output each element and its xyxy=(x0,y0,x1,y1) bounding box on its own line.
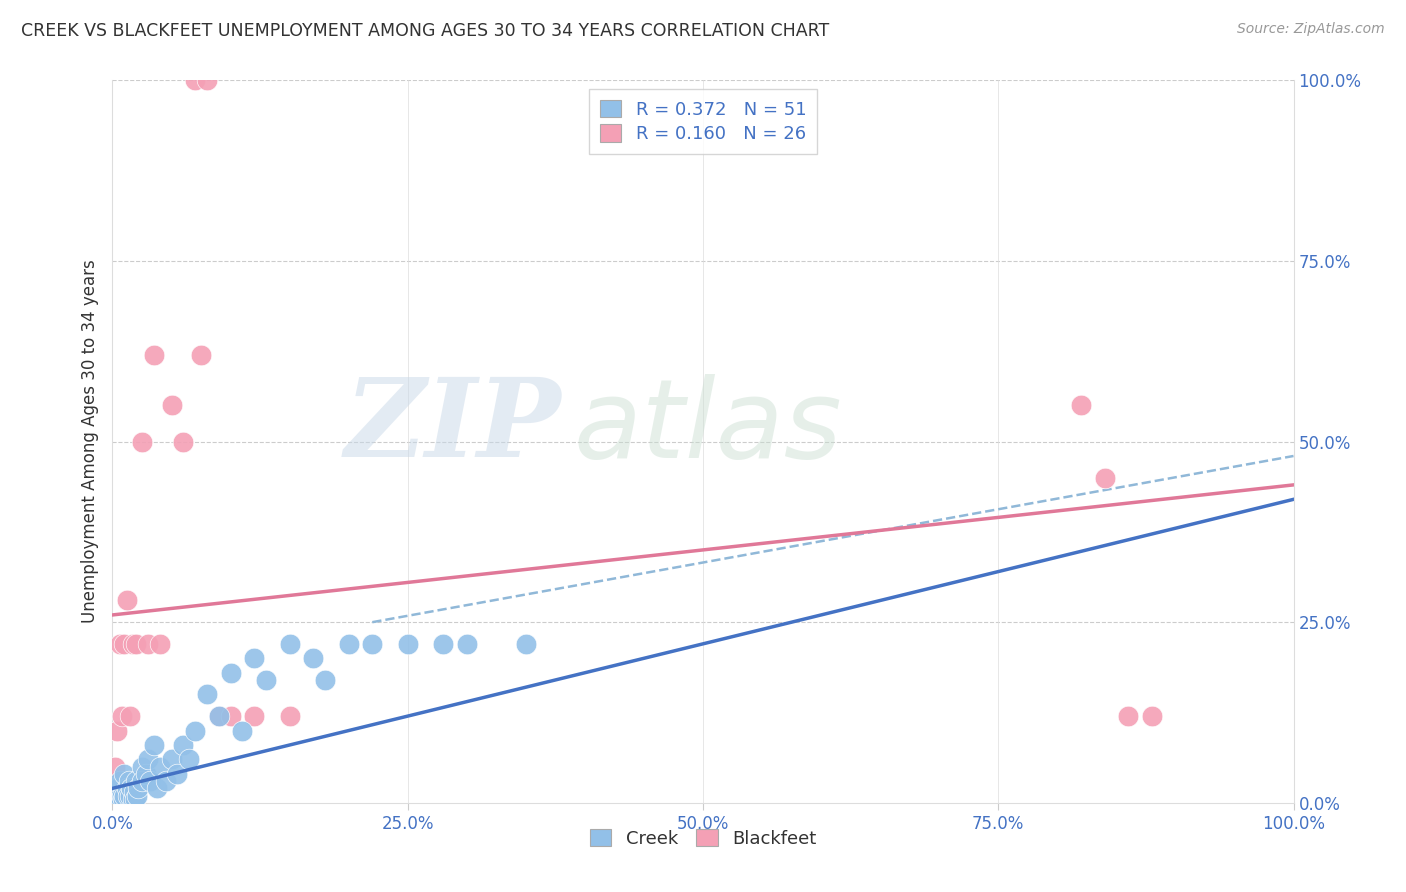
Point xyxy=(131,760,153,774)
Point xyxy=(115,781,138,796)
Point xyxy=(515,637,537,651)
Point xyxy=(1116,709,1139,723)
Point xyxy=(184,723,207,738)
Point xyxy=(111,709,134,723)
Point xyxy=(166,767,188,781)
Point xyxy=(112,789,135,803)
Point xyxy=(111,789,134,803)
Point xyxy=(208,709,231,723)
Point xyxy=(110,792,132,806)
Point xyxy=(112,637,135,651)
Point xyxy=(361,637,384,651)
Point xyxy=(190,348,212,362)
Point xyxy=(139,774,162,789)
Point xyxy=(105,792,128,806)
Point xyxy=(112,767,135,781)
Point xyxy=(107,792,129,806)
Point xyxy=(314,673,336,687)
Point xyxy=(337,637,360,651)
Point xyxy=(122,785,145,799)
Text: Source: ZipAtlas.com: Source: ZipAtlas.com xyxy=(1237,22,1385,37)
Point xyxy=(107,781,129,796)
Point xyxy=(1140,709,1163,723)
Legend: Creek, Blackfeet: Creek, Blackfeet xyxy=(582,822,824,855)
Point xyxy=(172,738,194,752)
Point xyxy=(105,789,128,803)
Point xyxy=(118,774,141,789)
Point xyxy=(160,752,183,766)
Point xyxy=(125,637,148,651)
Text: ZIP: ZIP xyxy=(344,374,561,481)
Point xyxy=(121,637,143,651)
Point xyxy=(127,789,149,803)
Point xyxy=(125,774,148,789)
Point xyxy=(195,73,218,87)
Point xyxy=(135,767,157,781)
Point xyxy=(254,673,277,687)
Point xyxy=(231,723,253,738)
Point xyxy=(105,723,128,738)
Point xyxy=(108,774,131,789)
Point xyxy=(120,781,142,796)
Point xyxy=(219,709,242,723)
Point xyxy=(160,398,183,412)
Point xyxy=(146,781,169,796)
Point xyxy=(243,709,266,723)
Point xyxy=(208,709,231,723)
Point xyxy=(195,687,218,701)
Point xyxy=(243,651,266,665)
Point xyxy=(104,789,127,803)
Y-axis label: Unemployment Among Ages 30 to 34 years: Unemployment Among Ages 30 to 34 years xyxy=(80,260,98,624)
Point xyxy=(104,760,127,774)
Point xyxy=(278,637,301,651)
Point xyxy=(121,792,143,806)
Point xyxy=(155,774,177,789)
Point xyxy=(456,637,478,651)
Point xyxy=(1070,398,1092,412)
Text: CREEK VS BLACKFEET UNEMPLOYMENT AMONG AGES 30 TO 34 YEARS CORRELATION CHART: CREEK VS BLACKFEET UNEMPLOYMENT AMONG AG… xyxy=(21,22,830,40)
Point xyxy=(142,348,165,362)
Point xyxy=(142,738,165,752)
Point xyxy=(432,637,454,651)
Point xyxy=(131,434,153,449)
Point xyxy=(131,774,153,789)
Point xyxy=(149,760,172,774)
Point xyxy=(115,593,138,607)
Point xyxy=(396,637,419,651)
Point xyxy=(112,792,135,806)
Point xyxy=(117,789,139,803)
Point xyxy=(1094,470,1116,484)
Point xyxy=(278,709,301,723)
Point xyxy=(108,637,131,651)
Point xyxy=(127,781,149,796)
Point xyxy=(136,637,159,651)
Point xyxy=(120,709,142,723)
Point xyxy=(184,73,207,87)
Text: atlas: atlas xyxy=(574,374,842,481)
Point xyxy=(302,651,325,665)
Point xyxy=(179,752,201,766)
Point xyxy=(136,752,159,766)
Point xyxy=(120,789,142,803)
Point xyxy=(172,434,194,449)
Point xyxy=(219,665,242,680)
Point xyxy=(124,792,146,806)
Point xyxy=(149,637,172,651)
